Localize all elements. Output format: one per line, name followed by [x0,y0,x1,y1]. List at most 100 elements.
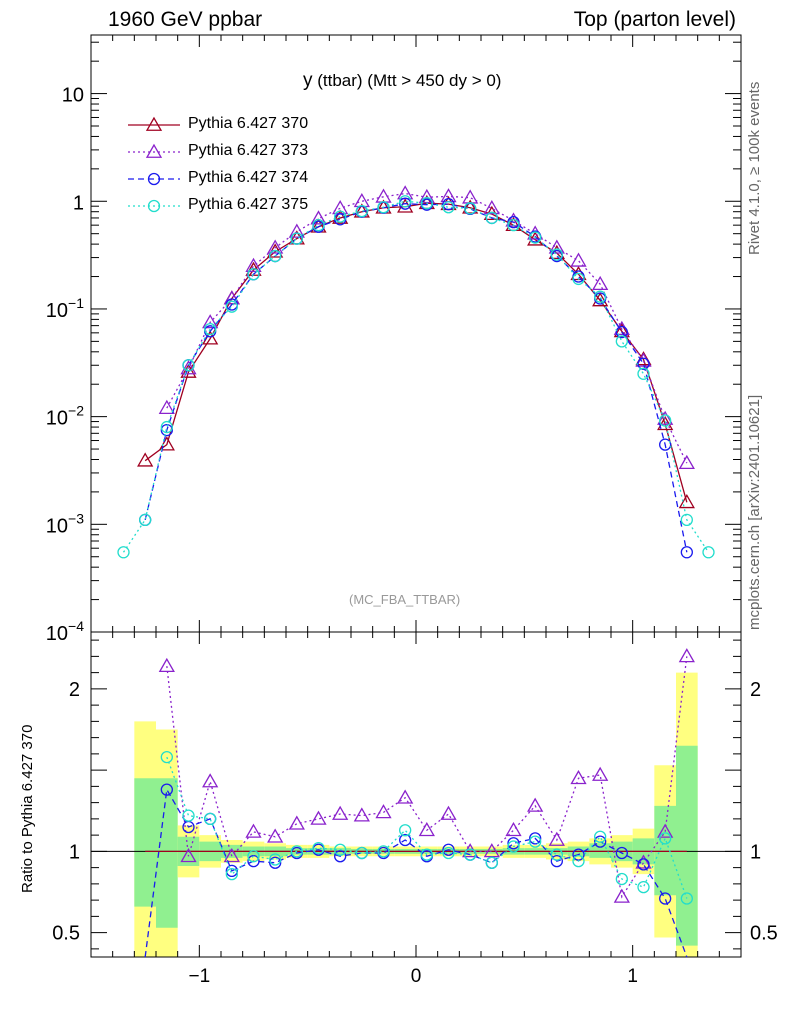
ratio-point-s375 [637,880,650,894]
main-y-tick-label: 10−2 [46,403,84,430]
main-line-s374 [144,203,688,553]
ratio-y-tick-label-right: 2 [750,679,761,701]
main-point-s375 [334,210,347,223]
rivet-version-label: Rivet 4.1.0, ≥ 100k events [746,81,763,255]
main-point-s375 [117,546,130,559]
ratio-point-s375 [225,867,238,881]
main-point-s375 [204,322,217,336]
series-s370 [137,194,695,853]
main-point-s375 [355,204,368,218]
main-point-s373 [483,200,500,215]
ratio-point-s375 [572,854,585,868]
main-point-s370 [158,436,175,451]
plot-title: y (ttbar) (Mtt > 450 dy > 0) [303,70,501,92]
legend-item-374: Pythia 6.427 374 [124,166,384,193]
legend-symbol [147,199,161,213]
ratio-band-green [134,778,156,907]
main-point-s370 [137,452,154,467]
ratio-point-s374 [507,837,520,850]
series-s375 [117,195,715,905]
ratio-point-s375 [659,832,672,845]
main-point-s375 [464,202,477,215]
main-line-s370 [144,202,688,503]
legend-marker-374 [128,172,180,186]
ratio-y-tick-label-right: 1 [750,841,761,863]
main-point-s375 [615,335,628,348]
main-point-s375 [225,300,238,313]
x-tick-label: −1 [188,966,210,987]
main-point-s370 [462,199,479,214]
main-point-s374 [160,423,173,437]
ratio-point-s373 [418,821,435,837]
ratio-point-s374 [269,856,282,869]
main-point-s373 [158,399,175,415]
ratio-point-s375 [442,846,455,860]
main-point-s375 [139,513,152,527]
ratio-point-s375 [680,892,693,905]
main-point-s374 [680,546,693,559]
ratio-band-green [676,745,698,946]
ratio-point-s375 [464,848,477,861]
ratio-point-s373 [223,847,240,863]
main-point-s375 [594,290,607,303]
main-point-s373 [418,188,435,204]
main-point-s375 [290,232,303,245]
ratio-point-s373 [158,657,175,673]
ratio-point-s375 [247,850,260,863]
analysis-watermark: (MC_FBA_TTBAR) [349,592,461,607]
main-point-s375 [399,195,412,208]
main-point-s374 [442,198,455,211]
main-point-s375 [680,513,693,527]
plot-title-main: y [303,70,313,91]
ratio-point-s374 [659,892,672,905]
legend-marker-373 [128,143,180,158]
legend-marker-375 [128,199,180,213]
main-point-s375 [659,414,672,427]
legend-symbol [145,116,163,131]
ratio-band-green [654,805,676,896]
main-point-s373 [288,223,305,238]
main-y-tick-label: 10−4 [46,618,84,645]
main-point-s373 [223,290,240,305]
main-line-s375 [122,200,710,553]
main-point-s375 [420,197,433,210]
ratio-point-s373 [245,823,262,838]
main-point-s375 [637,367,650,380]
legend-label-370: Pythia 6.427 370 [188,115,309,132]
main-point-s375 [702,546,715,559]
ratio-point-s375 [420,848,433,861]
mcplots-credit-label: mcplots.cern.ch [arXiv:2401.10621] [746,394,763,630]
ratio-y-tick-label: 2 [69,679,80,701]
main-y-tick-label: 10−1 [46,295,84,322]
ratio-point-s373 [613,888,630,903]
ratio-point-s373 [527,797,544,812]
main-point-s373 [202,314,219,329]
legend-marker-370 [128,116,180,131]
legend-label-375: Pythia 6.427 375 [188,196,309,213]
main-point-s375 [160,420,173,434]
legend-item-370: Pythia 6.427 370 [124,112,384,139]
main-point-s375 [312,219,325,232]
ratio-point-s373 [657,823,674,838]
ratio-y-tick-label: 1 [69,841,80,863]
plot-title-sub: (ttbar) (Mtt > 450 dy > 0) [317,71,502,90]
main-point-s375 [247,268,260,281]
legend-symbol [147,172,161,186]
header-left: 1960 GeV ppbar [108,8,263,31]
ratio-point-s373 [353,807,370,822]
x-tick-label: 0 [411,966,422,987]
legend-symbol [145,143,163,158]
main-point-s373 [505,212,522,227]
main-point-s373 [440,188,457,203]
main-point-s375 [442,201,455,214]
ratio-panel-frame [90,631,742,958]
legend-label-374: Pythia 6.427 374 [188,169,309,186]
main-point-s374 [507,215,520,229]
legend-item-373: Pythia 6.427 373 [124,139,384,166]
main-y-tick-label: 10−3 [46,510,84,537]
main-point-s373 [657,410,674,425]
ratio-point-s374 [399,833,412,847]
main-point-s370 [592,292,609,307]
ratio-point-s374 [160,783,173,796]
main-y-tick-label: 10 [62,85,84,107]
